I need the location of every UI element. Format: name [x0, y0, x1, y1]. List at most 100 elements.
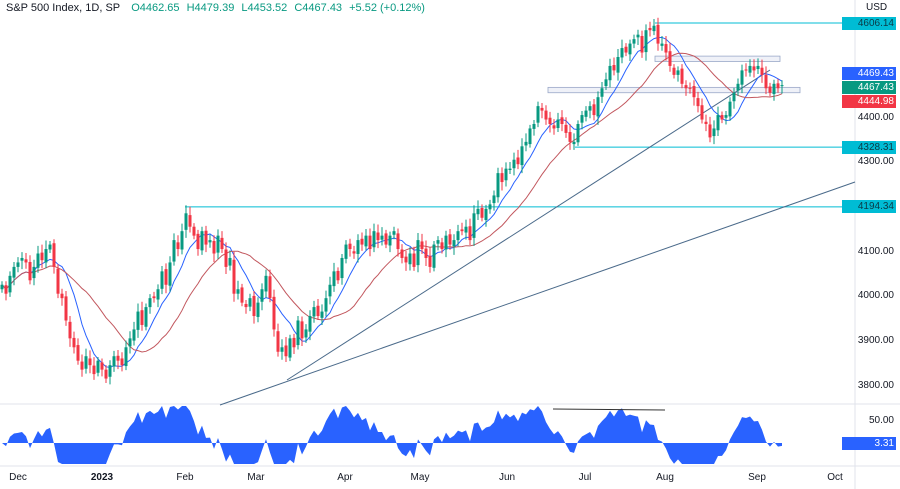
candle-body	[396, 233, 400, 250]
candle-body	[600, 88, 604, 97]
candle-body	[12, 266, 16, 278]
candle-body	[500, 173, 504, 183]
price-tick: 3800.00	[857, 379, 894, 391]
candle-body	[572, 141, 576, 145]
candle-body	[284, 345, 288, 357]
candle-body	[752, 66, 756, 71]
open-value: O4462.65	[131, 2, 180, 14]
time-tick-jun: Jun	[498, 472, 516, 483]
candle-body	[320, 311, 324, 318]
candle-body	[120, 358, 124, 366]
time-tick-feb: Feb	[176, 472, 194, 483]
candle-body	[92, 365, 96, 375]
candle-body	[728, 101, 732, 117]
candle-body	[612, 65, 616, 71]
candle-body	[24, 259, 28, 263]
candle-body	[412, 253, 416, 267]
candle-body	[96, 360, 100, 373]
candle-body	[512, 159, 516, 169]
candle-body	[640, 36, 644, 53]
candle-body	[160, 271, 164, 289]
candle-body	[200, 231, 204, 251]
candle-body	[660, 43, 664, 46]
candle-body	[432, 244, 436, 268]
candle-body	[204, 230, 208, 245]
candle-body	[248, 298, 252, 307]
candle-body	[732, 92, 736, 102]
oscillator-tick: 50.00	[868, 414, 894, 426]
candle-body	[404, 256, 408, 263]
candle-body	[356, 240, 360, 254]
candle-body	[444, 235, 448, 250]
candle-body	[328, 284, 332, 297]
candle-body	[592, 104, 596, 116]
candle-body	[208, 240, 212, 243]
candle-body	[108, 365, 112, 377]
price-tick: 4300.00	[857, 156, 894, 168]
candle-body	[36, 253, 40, 268]
change-value: +5.52 (+0.12%)	[349, 2, 425, 14]
candle-body	[456, 231, 460, 241]
candle-body	[140, 310, 144, 325]
candle-body	[360, 238, 364, 245]
candle-body	[476, 208, 480, 215]
candle-body	[448, 234, 452, 245]
candle-body	[704, 121, 708, 124]
price-tick: 3900.00	[857, 334, 894, 346]
candle-body	[308, 316, 312, 332]
candle-body	[520, 146, 524, 166]
candle-body	[740, 70, 744, 85]
candle-body	[420, 241, 424, 250]
candle-body	[28, 261, 32, 281]
candle-body	[380, 235, 384, 240]
candle-body	[652, 25, 656, 32]
candle-body	[644, 30, 648, 53]
candle-body	[344, 244, 348, 259]
candle-body	[172, 240, 176, 262]
time-tick-aug: Aug	[656, 472, 674, 483]
candle-body	[604, 79, 608, 87]
candle-body	[760, 67, 764, 75]
candle-body	[8, 275, 12, 293]
candle-body	[588, 106, 592, 111]
resistance-zone	[654, 55, 781, 62]
candle-body	[332, 271, 336, 287]
candle-body	[224, 249, 228, 267]
candle-body	[468, 226, 472, 241]
candle-body	[212, 241, 216, 254]
candle-body	[408, 253, 412, 265]
candle-body	[460, 229, 464, 232]
price-tick: 4400.00	[857, 111, 894, 123]
candle-body	[340, 257, 344, 279]
candle-body	[192, 226, 196, 236]
candle-body	[608, 65, 612, 81]
candle-body	[712, 128, 716, 137]
candle-body	[68, 321, 72, 339]
candle-body	[220, 237, 224, 250]
candle-body	[464, 226, 468, 233]
candle-body	[416, 240, 420, 266]
candle-body	[436, 240, 440, 244]
candle-body	[72, 337, 76, 348]
candle-body	[144, 307, 148, 327]
price-tick: 4100.00	[857, 245, 894, 257]
candle-body	[352, 251, 356, 254]
candle-body	[440, 242, 444, 250]
candle-body	[292, 337, 296, 348]
currency-label[interactable]: USD	[866, 2, 888, 13]
time-tick-may: May	[410, 472, 430, 483]
candle-body	[684, 85, 688, 89]
candle-body	[132, 329, 136, 341]
candle-body	[184, 213, 188, 230]
candle-body	[692, 86, 696, 98]
candle-body	[264, 275, 268, 292]
candle-body	[60, 293, 64, 299]
candle-body	[724, 115, 728, 118]
candle-body	[0, 284, 4, 290]
candle-body	[504, 168, 508, 181]
ma-price-tag: 4469.43	[842, 66, 896, 80]
candle-body	[368, 235, 372, 250]
candle-body	[568, 132, 572, 142]
candle-body	[80, 361, 84, 370]
